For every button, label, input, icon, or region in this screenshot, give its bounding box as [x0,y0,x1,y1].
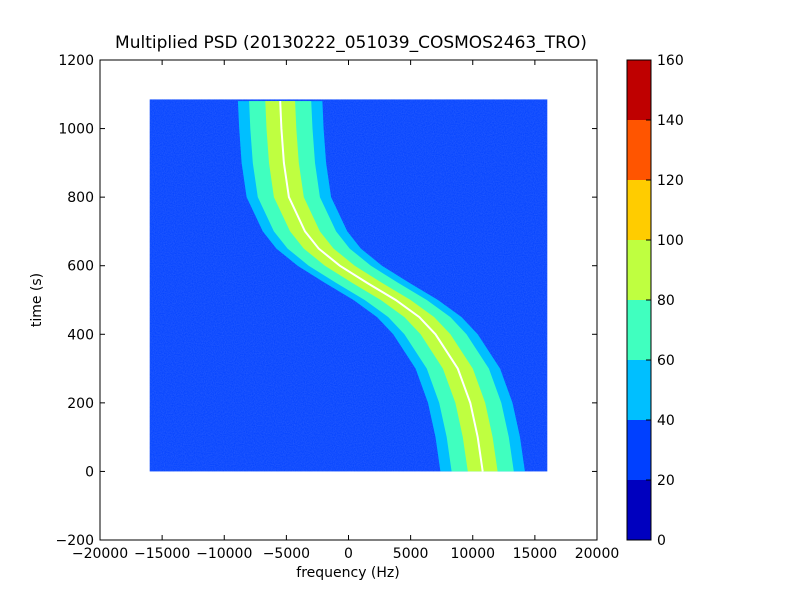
x-tick-label: −20000 [72,546,128,562]
y-axis-label: time (s) [29,273,45,327]
x-tick-label: 0 [344,546,353,562]
colorbar-tick-label: 160 [657,53,684,69]
signal-center-trace [279,101,484,472]
y-tick-label: 1200 [58,53,94,69]
colorbar-segment [627,240,651,300]
y-tick-label: 400 [67,327,94,343]
signal-band-2 [265,101,498,472]
x-tick-label: −5000 [263,546,310,562]
x-axis-ticks: −20000 −15000 −10000 −5000 0 5000 10000 15000 20… [72,60,619,562]
colorbar-segment [627,360,651,420]
colorbar-tick-label: 80 [657,293,675,309]
y-tick-label: 600 [67,259,94,275]
colorbar-segment [627,420,651,480]
psd-heatmap [149,99,548,472]
colorbar: 0 20 40 60 80 100 120 140 160 [626,53,684,549]
y-tick-label: 200 [67,396,94,412]
colorbar-segment [627,60,651,120]
x-axis-label: frequency (Hz) [296,565,399,581]
y-tick-label: 1000 [58,122,94,138]
chart-title: Multiplied PSD (20130222_051039_COSMOS24… [115,33,587,53]
x-tick-label: 10000 [450,546,495,562]
colorbar-segment [627,480,651,540]
colorbar-segment [627,300,651,360]
y-axis-ticks: −200 0 200 400 600 800 1000 1200 [56,53,597,549]
x-tick-label: −15000 [134,546,190,562]
colorbar-tick-label: 60 [657,353,675,369]
colorbar-tick-label: 140 [657,113,684,129]
colorbar-tick-label: 120 [657,173,684,189]
colorbar-tick-label: 20 [657,473,675,489]
colorbar-segment [627,120,651,180]
x-tick-label: 15000 [513,546,558,562]
x-tick-label: 5000 [393,546,429,562]
x-tick-label: −10000 [196,546,252,562]
colorbar-tick-label: 100 [657,233,684,249]
y-tick-label: −200 [56,533,94,549]
y-tick-label: 0 [85,464,94,480]
plot-area: −20000 −15000 −10000 −5000 0 5000 10000 15000 20… [56,53,620,562]
colorbar-tick-label: 40 [657,413,675,429]
y-tick-label: 800 [67,190,94,206]
colorbar-segment [627,180,651,240]
colorbar-tick-label: 0 [657,533,666,549]
x-tick-label: 20000 [575,546,620,562]
